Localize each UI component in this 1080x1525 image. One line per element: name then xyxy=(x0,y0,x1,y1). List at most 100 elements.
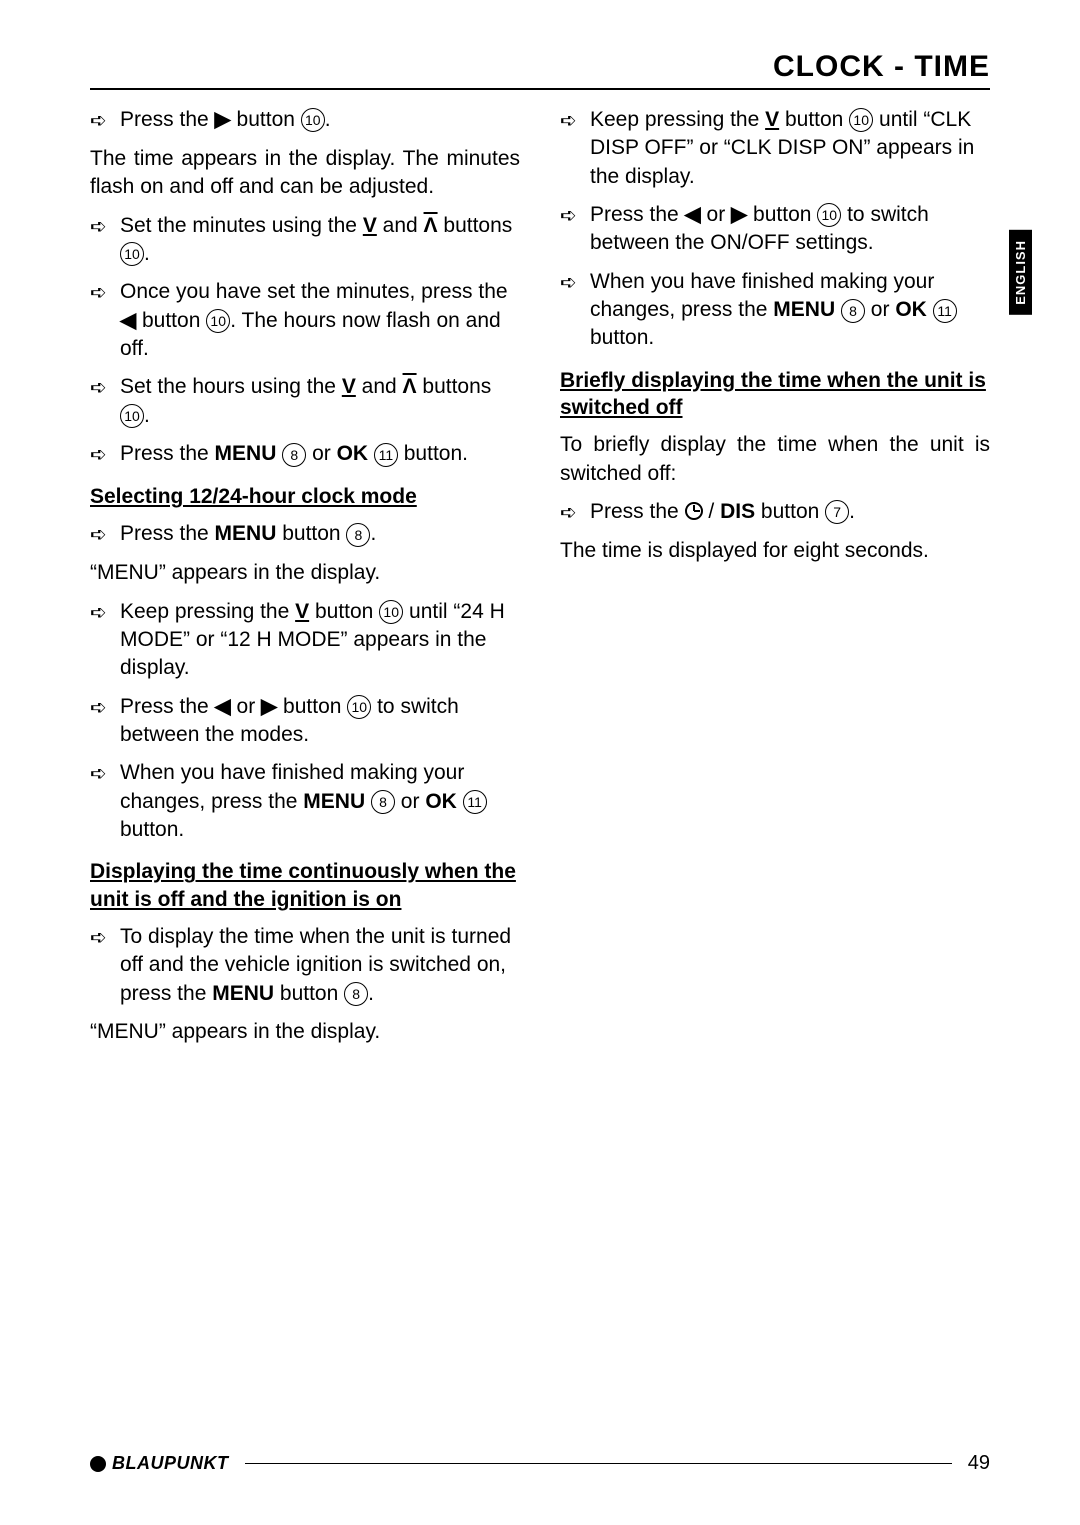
step-arrow-icon: ➪ xyxy=(90,520,120,549)
ok-label: OK xyxy=(895,298,927,321)
step-arrow-icon: ➪ xyxy=(560,201,590,258)
menu-label: MENU xyxy=(215,442,277,465)
right-icon: ▶ xyxy=(261,695,277,718)
step-arrow-icon: ➪ xyxy=(90,759,120,844)
t: Press the xyxy=(590,203,685,226)
t: button. xyxy=(120,818,184,841)
ref-8: 8 xyxy=(282,443,306,467)
dis-label: DIS xyxy=(720,500,755,523)
ref-10: 10 xyxy=(120,242,144,266)
ok-label: OK xyxy=(425,790,457,813)
right-icon: ▶ xyxy=(731,203,747,226)
paragraph: To briefly display the time when the uni… xyxy=(560,431,990,488)
t: buttons xyxy=(438,214,513,237)
t: Set the minutes using the xyxy=(120,214,363,237)
ref-11: 11 xyxy=(933,299,957,323)
t: button xyxy=(779,108,849,131)
step-text: When you have finished making your chang… xyxy=(120,759,520,844)
page-footer: BLAUPUNKT 49 xyxy=(90,1452,990,1475)
ref-10: 10 xyxy=(120,404,144,428)
up-icon: Λ xyxy=(424,214,438,237)
down-icon: V xyxy=(295,600,309,623)
step: ➪ Press the ◀ or ▶ button 10 to switch b… xyxy=(90,693,520,750)
ref-11: 11 xyxy=(463,790,487,814)
subheading: Selecting 12/24-hour clock mode xyxy=(90,483,520,510)
step-text: Press the ◀ or ▶ button 10 to switch bet… xyxy=(590,201,990,258)
step: ➪ Press the ▶ button 10. xyxy=(90,106,520,135)
t: Set the hours using the xyxy=(120,375,342,398)
brand-logo: BLAUPUNKT xyxy=(90,1453,229,1474)
step: ➪ Keep pressing the V button 10 until “C… xyxy=(560,106,990,191)
right-column: ➪ Keep pressing the V button 10 until “C… xyxy=(560,106,990,1056)
t: . xyxy=(144,242,150,265)
ref-11: 11 xyxy=(374,443,398,467)
t: or xyxy=(306,442,336,465)
step-text: Once you have set the minutes, press the… xyxy=(120,278,520,363)
step-arrow-icon: ➪ xyxy=(560,106,590,191)
menu-label: MENU xyxy=(303,790,365,813)
ref-8: 8 xyxy=(344,982,368,1006)
t: Keep pressing the xyxy=(590,108,765,131)
step-arrow-icon: ➪ xyxy=(90,440,120,469)
subheading: Displaying the time continuously when th… xyxy=(90,858,520,913)
t: button xyxy=(309,600,379,623)
paragraph: “MENU” appears in the display. xyxy=(90,559,520,587)
down-icon: V xyxy=(342,375,356,398)
page-number: 49 xyxy=(968,1452,990,1475)
down-icon: V xyxy=(363,214,377,237)
ref-7: 7 xyxy=(825,500,849,524)
t: or xyxy=(865,298,895,321)
t: or xyxy=(231,695,261,718)
subheading: Briefly displaying the time when the uni… xyxy=(560,367,990,422)
up-icon: Λ xyxy=(403,375,417,398)
ref-10: 10 xyxy=(849,108,873,132)
step: ➪ Press the MENU button 8. xyxy=(90,520,520,549)
left-icon: ◀ xyxy=(685,203,701,226)
language-tab: ENGLISH xyxy=(1009,230,1032,315)
t: buttons xyxy=(417,375,492,398)
left-column: ➪ Press the ▶ button 10. The time appear… xyxy=(90,106,520,1056)
t: button xyxy=(136,309,206,332)
paragraph: The time appears in the display. The min… xyxy=(90,145,520,202)
step-text: Set the minutes using the V and Λ button… xyxy=(120,212,520,269)
step-arrow-icon: ➪ xyxy=(560,268,590,353)
left-icon: ◀ xyxy=(120,309,136,332)
t: button. xyxy=(590,326,654,349)
menu-label: MENU xyxy=(212,982,274,1005)
clock-icon xyxy=(685,502,703,520)
ref-10: 10 xyxy=(379,600,403,624)
t: . xyxy=(144,404,150,427)
ref-10: 10 xyxy=(817,203,841,227)
step: ➪ To display the time when the unit is t… xyxy=(90,923,520,1008)
t: button xyxy=(231,108,301,131)
step: ➪ When you have finished making your cha… xyxy=(90,759,520,844)
step-text: Set the hours using the V and Λ buttons … xyxy=(120,373,520,430)
t: . xyxy=(368,982,374,1005)
t: button xyxy=(277,695,347,718)
content-columns: ➪ Press the ▶ button 10. The time appear… xyxy=(90,106,990,1056)
step: ➪ Set the hours using the V and Λ button… xyxy=(90,373,520,430)
menu-label: MENU xyxy=(215,522,277,545)
step-arrow-icon: ➪ xyxy=(560,498,590,527)
step-text: Press the / DIS button 7. xyxy=(590,498,990,527)
step: ➪ When you have finished making your cha… xyxy=(560,268,990,353)
paragraph: The time is displayed for eight seconds. xyxy=(560,537,990,565)
t: button xyxy=(755,500,825,523)
ref-10: 10 xyxy=(347,695,371,719)
t: or xyxy=(701,203,731,226)
brand-dot-icon xyxy=(90,1456,106,1472)
ok-label: OK xyxy=(337,442,369,465)
t: . xyxy=(325,108,331,131)
ref-8: 8 xyxy=(346,523,370,547)
paragraph: “MENU” appears in the display. xyxy=(90,1018,520,1046)
ref-8: 8 xyxy=(371,790,395,814)
down-icon: V xyxy=(765,108,779,131)
t: button. xyxy=(398,442,468,465)
step: ➪ Set the minutes using the V and Λ butt… xyxy=(90,212,520,269)
t: . xyxy=(849,500,855,523)
step-text: Keep pressing the V button 10 until “CLK… xyxy=(590,106,990,191)
right-icon: ▶ xyxy=(215,108,231,131)
t: Press the xyxy=(120,108,215,131)
step-text: Press the ▶ button 10. xyxy=(120,106,520,135)
step-arrow-icon: ➪ xyxy=(90,278,120,363)
